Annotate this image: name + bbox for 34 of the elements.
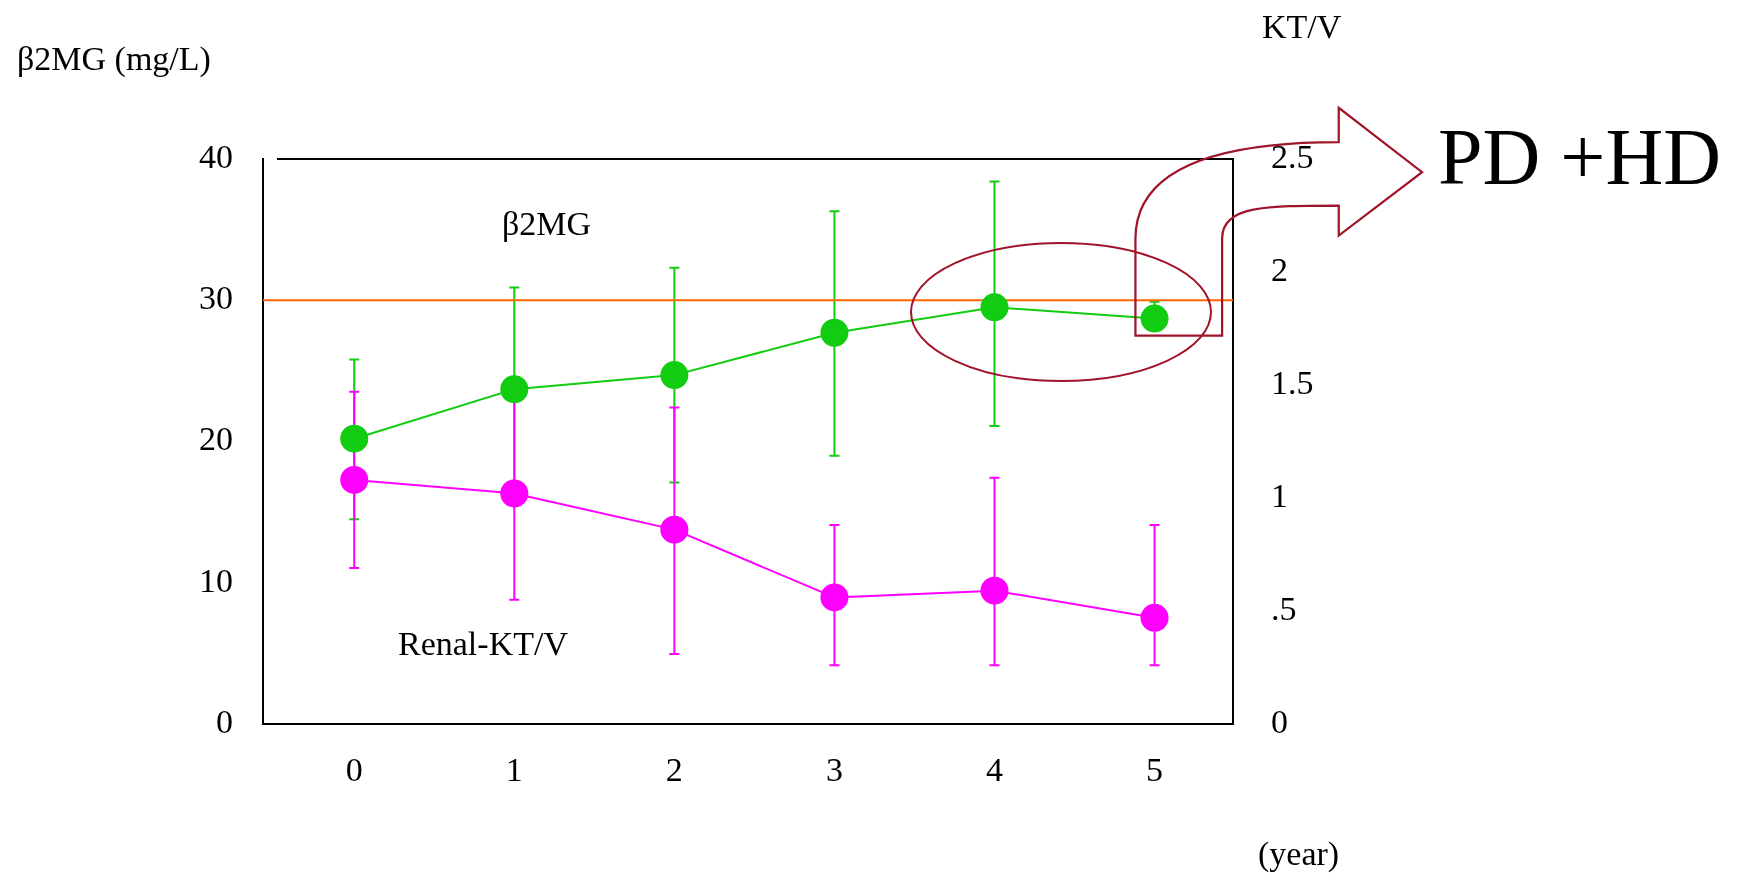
annotation: β2MG	[502, 205, 592, 243]
y2-tick-label: .5	[1271, 589, 1297, 627]
y-tick-label: 30	[199, 279, 233, 317]
point	[340, 465, 369, 494]
point	[1140, 603, 1169, 632]
x-tick-label: 5	[1146, 751, 1164, 789]
point	[660, 361, 689, 390]
y-tick-label: 0	[216, 702, 233, 740]
y2-tick-label: 1	[1271, 476, 1288, 514]
point	[980, 293, 1009, 322]
y-tick-label: 10	[199, 561, 233, 599]
y2-tick-label: 0	[1271, 702, 1288, 740]
y2-tick-label: 2	[1271, 250, 1288, 288]
x-tick-label: 2	[665, 751, 683, 789]
x-tick-label: 0	[345, 751, 363, 789]
point	[820, 583, 849, 612]
y2-axis-title: KT/V	[1262, 8, 1342, 46]
text: PD +HD	[1438, 112, 1721, 203]
y-axis-title: β2MG (mg/L)	[17, 40, 211, 78]
x-tick-label: 1	[505, 751, 523, 789]
y-tick-label: 40	[199, 137, 233, 175]
point	[340, 424, 369, 453]
x-axis-title: (year)	[1258, 835, 1340, 873]
point	[500, 479, 529, 508]
x-tick-label: 3	[825, 751, 843, 789]
point	[500, 375, 529, 404]
y2-tick-label: 1.5	[1271, 363, 1314, 401]
x-tick-label: 4	[986, 751, 1003, 789]
point	[820, 318, 849, 347]
point	[980, 576, 1009, 605]
y2-tick-label: 2.5	[1271, 137, 1314, 175]
point	[660, 515, 689, 544]
annotation: Renal-KT/V	[398, 625, 568, 663]
y-tick-label: 20	[199, 420, 233, 458]
